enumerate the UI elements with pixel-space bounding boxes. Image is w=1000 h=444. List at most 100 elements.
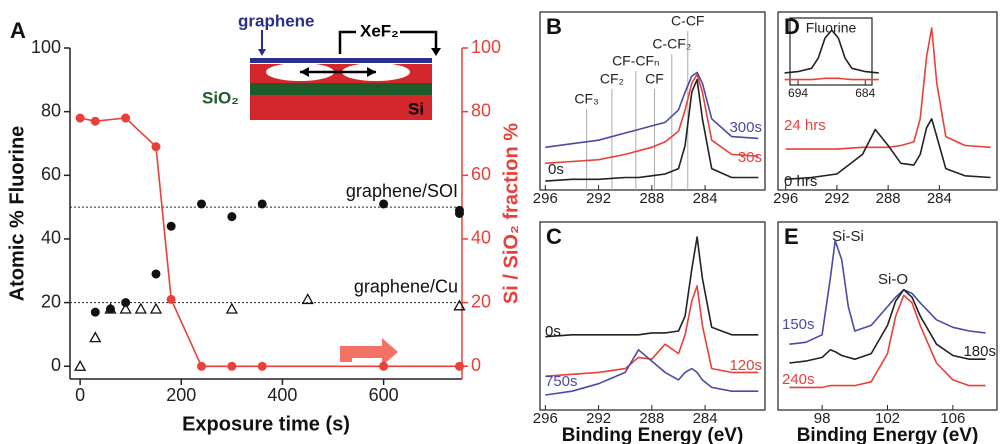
point xyxy=(90,116,100,126)
series-label: 120s xyxy=(729,357,762,374)
point xyxy=(151,269,161,279)
point xyxy=(227,361,237,371)
series-label: 300s xyxy=(729,119,762,136)
y-tick-label: 100 xyxy=(31,37,61,57)
point xyxy=(75,113,85,123)
panel-frame xyxy=(539,11,766,191)
data-line xyxy=(789,294,986,389)
x-tick-label: 284 xyxy=(693,410,718,427)
x-tick-label: 288 xyxy=(876,190,901,207)
y2-tick-label: 40 xyxy=(471,228,491,248)
x-tick-label: 292 xyxy=(824,190,849,207)
y2-tick-label: 80 xyxy=(471,100,491,120)
x-tick-label: 292 xyxy=(586,190,611,207)
data-line xyxy=(784,77,879,81)
arrowhead xyxy=(300,67,376,77)
graphene-sheet xyxy=(250,58,432,63)
point xyxy=(379,361,389,371)
point xyxy=(74,359,87,371)
data-line xyxy=(785,27,991,150)
y-axis-title: Atomic % Fluorine xyxy=(6,126,28,302)
point xyxy=(257,199,267,209)
y-tick-label: 40 xyxy=(41,228,61,248)
point xyxy=(453,299,466,311)
sio2-layer xyxy=(250,82,432,95)
data-line xyxy=(545,78,759,182)
point xyxy=(166,221,176,231)
panel-label: C xyxy=(546,224,562,249)
x-tick-label: 288 xyxy=(639,190,664,207)
x-tick-label: 296 xyxy=(533,190,558,207)
annotation: CF₂ xyxy=(600,71,624,87)
annotation: CF₃ xyxy=(574,91,598,107)
point xyxy=(121,113,131,123)
x-axis-title: Exposure time (s) xyxy=(182,413,350,435)
y-tick-label: 20 xyxy=(41,291,61,311)
x-tick-label: 98 xyxy=(814,410,831,427)
point xyxy=(225,302,238,314)
series-label: graphene/SOI xyxy=(346,181,458,201)
schematic: graphene XeF₂ SiO₂ Si xyxy=(202,11,441,120)
point xyxy=(227,212,237,222)
x-tick-label: 296 xyxy=(773,190,798,207)
inset-title: Fluorine xyxy=(806,20,857,36)
y2-tick-label: 0 xyxy=(471,355,481,375)
series-label: 150s xyxy=(782,316,815,333)
point xyxy=(104,302,117,314)
data-line xyxy=(545,349,759,396)
y2-tick-label: 20 xyxy=(471,291,491,311)
point xyxy=(301,293,314,305)
panel-label: E xyxy=(784,224,799,249)
point xyxy=(149,302,163,314)
x-tick-label: 600 xyxy=(369,385,399,405)
x-tick-label: 684 xyxy=(855,86,875,100)
y-tick-label: 0 xyxy=(51,355,61,375)
point xyxy=(166,294,176,304)
si-layer xyxy=(250,94,432,120)
series-label: 180s xyxy=(963,343,996,360)
data-line xyxy=(79,117,460,368)
label-si: Si xyxy=(408,99,424,118)
x-tick-label: 0 xyxy=(75,385,85,405)
label-sio2: SiO₂ xyxy=(202,88,239,107)
y2-axis-title: Si / SiO₂ fraction % xyxy=(500,123,522,304)
gas-path xyxy=(338,30,438,54)
series-label: graphene/Cu xyxy=(354,276,458,296)
data-line xyxy=(545,71,759,149)
series-label: 0s xyxy=(548,161,564,178)
gas-head xyxy=(431,48,441,56)
data-line xyxy=(784,29,879,74)
series-label: 750s xyxy=(545,373,578,390)
data-line xyxy=(545,73,759,165)
annotation: C-CF₂ xyxy=(652,36,691,52)
point xyxy=(197,361,207,371)
x-axis-title: Binding Energy (eV) xyxy=(562,425,744,444)
data-line xyxy=(789,288,986,364)
x-tick-label: 106 xyxy=(940,410,965,427)
point xyxy=(379,199,389,209)
annotation: Si-Si xyxy=(832,228,864,245)
panel-label: A xyxy=(10,18,26,43)
x-tick-label: 284 xyxy=(927,190,952,207)
annotation: CF xyxy=(645,71,664,87)
point xyxy=(197,199,207,209)
y-tick-label: 80 xyxy=(41,100,61,120)
y2-tick-label: 100 xyxy=(471,37,501,57)
data-line xyxy=(545,236,759,338)
direction-arrow xyxy=(340,338,398,366)
annotation: CF-CFₙ xyxy=(612,53,660,69)
point xyxy=(119,302,132,314)
point xyxy=(257,361,267,371)
pointer-head xyxy=(258,49,266,56)
point xyxy=(89,331,102,343)
x-tick-label: 200 xyxy=(166,385,196,405)
x-tick-label: 694 xyxy=(788,86,808,100)
x-tick-label: 288 xyxy=(639,410,664,427)
data-line xyxy=(545,285,759,377)
panel-frame xyxy=(789,17,873,86)
data-line xyxy=(785,118,991,181)
panel-frame xyxy=(539,221,766,411)
label-graphene: graphene xyxy=(238,11,315,30)
